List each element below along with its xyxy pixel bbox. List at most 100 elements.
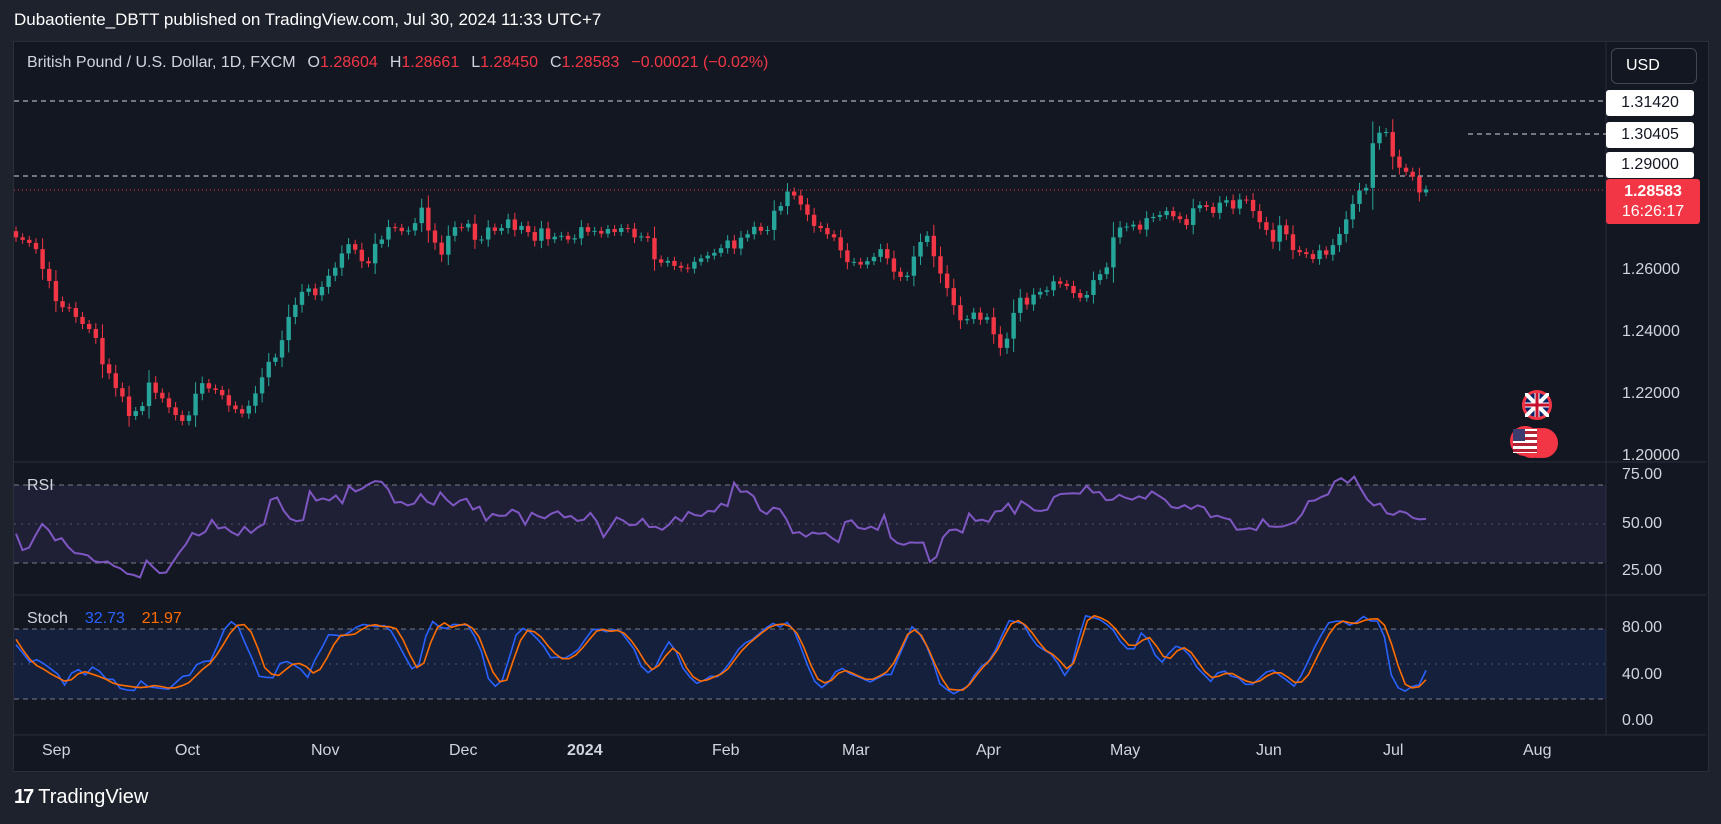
open-label: O [307, 54, 320, 71]
candle-body [612, 228, 617, 233]
candle-body [778, 206, 784, 211]
candle-body [738, 237, 744, 249]
candle-body [678, 265, 684, 268]
candle-body [998, 334, 1003, 348]
candle-body [47, 268, 52, 282]
candle-body [432, 230, 438, 243]
publisher-header: Dubaotiente_DBTT published on TradingVie… [14, 10, 602, 29]
candle-body [1111, 237, 1116, 268]
candle-body [206, 383, 212, 389]
time-axis-label: 2024 [567, 742, 603, 759]
change-value: −0.00021 (−0.02%) [631, 54, 769, 71]
stoch-legend: Stoch 32.73 21.97 [27, 610, 182, 628]
candle-body [1330, 245, 1336, 255]
candle-body [173, 407, 178, 416]
candle-body [1131, 224, 1136, 227]
rsi-axis-label: 75.00 [1622, 466, 1663, 483]
candle-body [692, 261, 697, 269]
candle-body [1171, 211, 1176, 217]
candle-body [811, 214, 817, 226]
candle-body [552, 236, 557, 240]
candle-body [253, 393, 258, 406]
candle-body [1024, 297, 1030, 305]
time-axis-label: Sep [42, 742, 71, 759]
brand-name: TradingView [38, 786, 149, 808]
high-value: 1.28661 [401, 54, 460, 71]
candle-body [1064, 283, 1070, 286]
candle-body [858, 261, 863, 265]
candle-body [1350, 203, 1356, 220]
candle-body [120, 388, 125, 397]
level-tag-2[interactable]: 1.30405 [1606, 122, 1694, 148]
price-axis-label: 1.26000 [1622, 261, 1680, 278]
low-value: 1.28450 [480, 54, 538, 71]
candle-body [572, 238, 577, 240]
candle-body [1038, 291, 1043, 295]
candle-body [160, 392, 165, 399]
us-flag-icon[interactable] [1510, 426, 1540, 456]
open-value: 1.28604 [319, 54, 378, 71]
candle-body [346, 244, 351, 254]
chart-frame[interactable] [13, 41, 1709, 772]
candle-body [439, 242, 444, 255]
candle-body [871, 256, 877, 262]
candle-body [645, 236, 651, 238]
candle-body [299, 291, 305, 305]
candle-body [339, 253, 345, 268]
candle-body [1357, 190, 1362, 204]
time-axis-label: Jul [1383, 742, 1404, 759]
candle-body [1264, 222, 1269, 230]
candle-body [193, 393, 198, 416]
candle-body [1290, 234, 1296, 251]
candle-body [146, 382, 152, 407]
candle-body [479, 239, 484, 241]
candle-body [1423, 189, 1429, 193]
candle-body [1270, 229, 1276, 242]
candle-body [1410, 171, 1415, 177]
candle-body [1117, 227, 1123, 238]
candle-body [825, 228, 830, 235]
stoch-axis-label: 0.00 [1622, 712, 1654, 729]
candle-body [1417, 176, 1422, 193]
candle-body [106, 364, 112, 374]
candle-body [239, 409, 245, 414]
time-axis-label: Oct [175, 742, 200, 759]
time-axis-label: Apr [976, 742, 1001, 759]
candle-body [86, 324, 92, 329]
candle-body [1191, 208, 1196, 225]
candle-body [352, 244, 358, 250]
candle-body [186, 415, 192, 421]
candle-body [1224, 200, 1229, 203]
level-tag-3[interactable]: 1.29000 [1606, 152, 1694, 178]
candle-body [805, 204, 810, 215]
candle-body [911, 256, 917, 276]
uk-flag-icon[interactable] [1522, 390, 1552, 420]
candle-body [1124, 226, 1129, 228]
candle-body [412, 223, 418, 231]
candle-body [924, 235, 930, 242]
candle-body [605, 228, 611, 234]
candle-body [785, 191, 790, 207]
price-axis-label: 1.22000 [1622, 385, 1680, 402]
currency-button[interactable]: USD [1611, 48, 1697, 84]
stoch-k-value: 32.73 [84, 610, 125, 627]
candle-body [1310, 254, 1316, 260]
candle-body [1337, 233, 1342, 246]
candle-body [958, 305, 963, 321]
candle-body [100, 337, 105, 365]
candle-body [712, 252, 717, 256]
tradingview-brand[interactable]: 17 TradingView [14, 786, 148, 809]
candle-body [1057, 281, 1063, 284]
candle-body [585, 227, 591, 232]
time-axis-label: Dec [449, 742, 478, 759]
candle-body [991, 317, 996, 335]
candle-body [752, 226, 757, 235]
candle-body [938, 256, 943, 274]
candle-body [1011, 312, 1016, 339]
candle-body [166, 398, 172, 408]
candle-body [632, 228, 637, 238]
level-tag-1[interactable]: 1.31420 [1606, 90, 1694, 116]
candle-body [93, 328, 99, 338]
time-axis-label: Mar [842, 742, 870, 759]
